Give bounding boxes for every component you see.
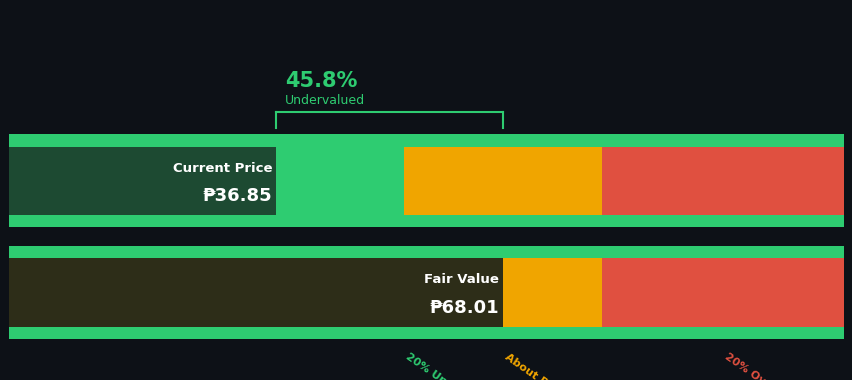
- Bar: [9, 215, 843, 227]
- Text: Current Price: Current Price: [172, 162, 272, 175]
- Text: ₱36.85: ₱36.85: [203, 187, 272, 205]
- Text: 20% Undervalued: 20% Undervalued: [404, 352, 499, 380]
- Bar: [9, 246, 843, 258]
- Bar: [9, 134, 843, 147]
- Bar: [9, 326, 843, 339]
- Bar: [601, 147, 843, 215]
- Text: 20% Overvalued: 20% Overvalued: [722, 352, 811, 380]
- Text: Undervalued: Undervalued: [285, 93, 365, 106]
- Bar: [9, 147, 404, 215]
- Bar: [404, 258, 601, 326]
- Bar: [9, 258, 404, 326]
- Text: Fair Value: Fair Value: [423, 274, 498, 287]
- Text: 45.8%: 45.8%: [285, 71, 357, 91]
- Bar: [9, 258, 503, 326]
- Bar: [601, 258, 843, 326]
- Bar: [404, 147, 601, 215]
- Text: About Right: About Right: [503, 352, 569, 380]
- Text: ₱68.01: ₱68.01: [429, 299, 498, 317]
- Bar: [9, 147, 276, 215]
